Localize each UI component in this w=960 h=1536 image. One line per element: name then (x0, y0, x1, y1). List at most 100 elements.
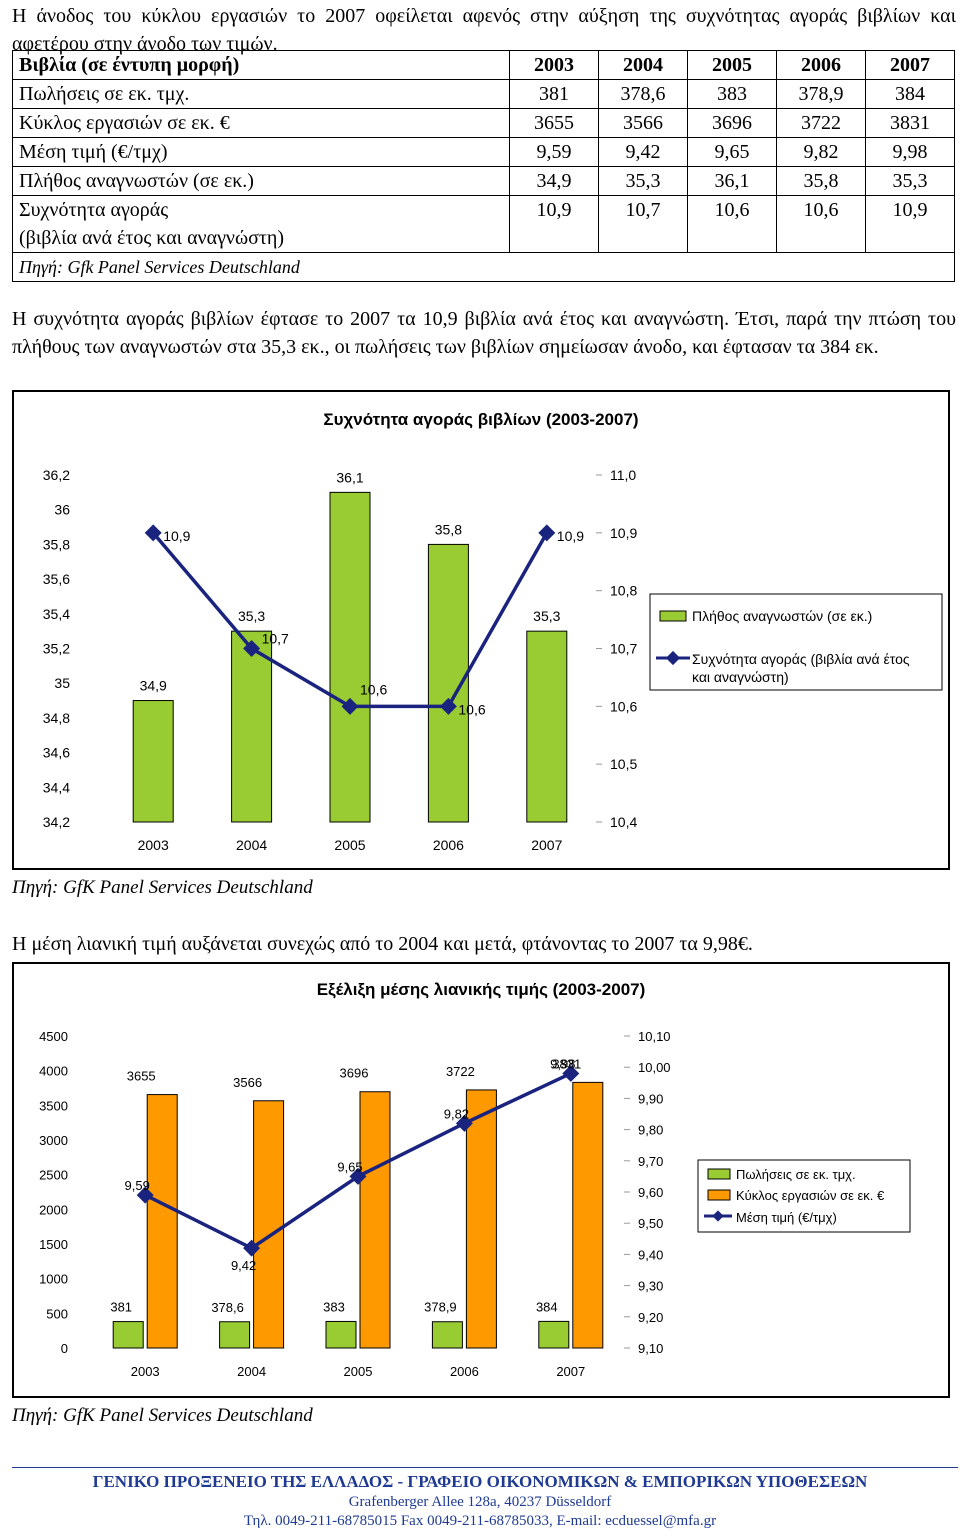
y-tick-label-right: 10,8 (610, 583, 637, 599)
data-label-frequency: 10,6 (458, 701, 485, 717)
table-cell: 3722 (776, 108, 866, 138)
y-tick-label-right: 9,60 (638, 1185, 663, 1200)
table-cell: 35,3 (865, 166, 955, 196)
data-label-readers: 35,3 (238, 608, 265, 624)
legend-label-readers: Πλήθος αναγνωστών (σε εκ.) (692, 608, 872, 624)
legend-swatch-sales (707, 1168, 731, 1180)
legend-marker-mean-price (712, 1210, 724, 1222)
legend-box (697, 1159, 911, 1233)
data-label-frequency: 10,7 (262, 631, 289, 647)
data-label-sales: 378,9 (424, 1300, 457, 1315)
y-tick-label-left: 34,6 (43, 745, 70, 761)
data-label-mean-price: 9,59 (125, 1178, 150, 1193)
bar-turnover (572, 1081, 604, 1349)
y-tick-label-right: 9,80 (638, 1123, 663, 1138)
y-tick-label-right: 10,9 (610, 525, 637, 541)
table-cell: 381 (509, 79, 599, 109)
y-tick-label-right: 10,10 (638, 1029, 671, 1044)
y-tick-label-left: 500 (46, 1306, 68, 1321)
y-tick-label-left: 36,2 (43, 467, 70, 483)
year-header: 2004 (598, 50, 688, 80)
bar-sales (538, 1320, 570, 1349)
y-tick-label-right: 10,7 (610, 641, 637, 657)
bar-sales (219, 1321, 251, 1349)
marker-mean-price (562, 1064, 580, 1082)
y-tick-label-left: 35,6 (43, 571, 70, 587)
y-tick-label-right: 9,20 (638, 1310, 663, 1325)
table-cell: 3566 (598, 108, 688, 138)
books-data-table: Βιβλία (σε έντυπη μορφή) 2003 2004 2005 … (12, 50, 955, 282)
marker-frequency (538, 524, 556, 542)
y-tick-label-right: 10,5 (610, 756, 637, 772)
bar-sales (325, 1320, 357, 1349)
row-label-line2: (βιβλία ανά έτος και αναγνώστη) (19, 227, 285, 249)
year-header: 2007 (865, 50, 955, 80)
y-tick-label-left: 0 (61, 1341, 68, 1356)
marker-frequency (341, 697, 359, 715)
bar-turnover (465, 1089, 497, 1349)
intro-paragraph: Η άνοδος του κύκλου εργασιών το 2007 οφε… (12, 5, 956, 55)
table-cell: 9,59 (509, 137, 599, 167)
y-tick-label-right: 9,90 (638, 1091, 663, 1106)
x-tick-label: 2004 (236, 837, 267, 853)
y-tick-label-left: 36 (54, 502, 70, 518)
data-label-sales: 378,6 (211, 1300, 244, 1315)
table-cell: 10,6 (687, 195, 777, 253)
table-cell: 384 (865, 79, 955, 109)
data-label-frequency: 10,9 (557, 528, 584, 544)
table-row: Συχνότητα αγοράς (βιβλία ανά έτος και αν… (12, 195, 955, 253)
legend-box (649, 593, 943, 691)
data-label-frequency: 10,6 (360, 681, 387, 697)
frequency-chart-plot: 36,2 36 35,8 35,6 35,4 35,2 35 34,8 34,6 34,4 34,2… (43, 467, 943, 853)
footer-contact: Τηλ. 0049-211-68785015 Fax 0049-211-6878… (243, 1513, 717, 1529)
x-tick-label: 2005 (334, 837, 365, 853)
y-tick-label-right: 9,10 (638, 1341, 663, 1356)
y-tick-label-right: 10,4 (610, 814, 637, 830)
data-label-turnover: 3696 (340, 1066, 369, 1081)
y-tick-label-left: 4500 (39, 1029, 68, 1044)
y-tick-label-right: 10,00 (638, 1060, 671, 1075)
data-label-sales: 383 (323, 1299, 345, 1314)
y-tick-label-left: 35 (54, 675, 70, 691)
y-tick-label-left: 34,4 (43, 779, 70, 795)
year-header: 2006 (776, 50, 866, 80)
table-cell: 378,6 (598, 79, 688, 109)
footer-address: Grafenberger Allee 128a, 40237 Düsseldor… (348, 1494, 612, 1510)
y-tick-label-left: 4000 (39, 1064, 68, 1079)
table-cell: 10,9 (509, 195, 599, 253)
price-chart: Εξέλιξη μέσης λιανικής τιμής (2003-2007)… (12, 962, 950, 1398)
x-tick-label: 2005 (344, 1364, 373, 1379)
legend-label-frequency: και αναγνώστη) (692, 669, 789, 685)
bar-turnover (146, 1094, 178, 1349)
table-cell: 36,1 (687, 166, 777, 196)
table-source-row: Πηγή: Gfk Panel Services Deutschland (12, 252, 955, 282)
data-label-frequency: 10,9 (163, 528, 190, 544)
y-tick-label-left: 35,8 (43, 536, 70, 552)
table-source: Πηγή: Gfk Panel Services Deutschland (12, 252, 955, 282)
x-tick-label: 2007 (531, 837, 562, 853)
marker-mean-price (243, 1239, 261, 1257)
table-cell: 10,6 (776, 195, 866, 253)
table-cell: 3831 (865, 108, 955, 138)
chart-source: Πηγή: GfK Panel Services Deutschland (12, 877, 313, 898)
table-cell: 383 (687, 79, 777, 109)
data-label-mean-price: 9,42 (231, 1258, 256, 1273)
legend-label-mean-price: Μέση τιμή (€/τμχ) (736, 1210, 837, 1225)
bar-turnover (359, 1091, 391, 1349)
table-row: Πωλήσεις σε εκ. τμχ. 381 378,6 383 378,9… (12, 79, 955, 109)
x-tick-label: 2007 (556, 1364, 585, 1379)
y-tick-label-right: 10,6 (610, 698, 637, 714)
data-label-readers: 35,8 (435, 521, 462, 537)
row-label: Κύκλος εργασιών σε εκ. € (12, 108, 510, 138)
footer-divider (12, 1467, 958, 1468)
bar-readers (329, 491, 371, 823)
chart-title: Συχνότητα αγοράς βιβλίων (2003-2007) (323, 410, 639, 429)
legend-label-frequency: Συχνότητα αγοράς (βιβλία ανά έτος (692, 651, 910, 667)
bar-sales (431, 1321, 463, 1349)
bar-readers (132, 700, 174, 823)
table-cell: 10,9 (865, 195, 955, 253)
x-tick-label: 2006 (433, 837, 464, 853)
table-cell: 9,82 (776, 137, 866, 167)
chart-source: Πηγή: GfK Panel Services Deutschland (12, 1405, 313, 1426)
y-tick-label-left: 3000 (39, 1133, 68, 1148)
